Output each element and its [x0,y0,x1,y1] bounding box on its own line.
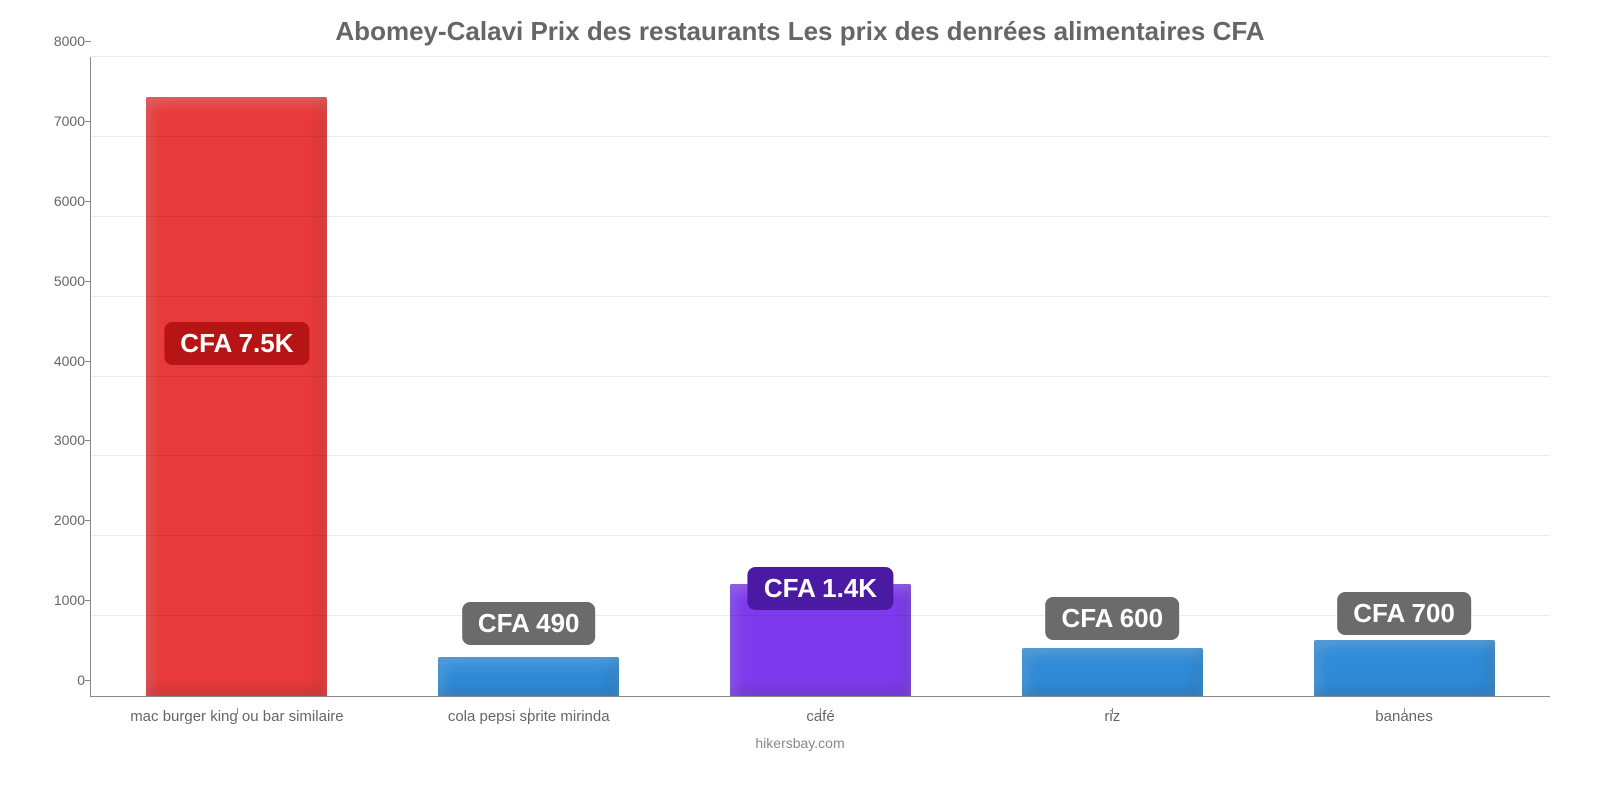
y-axis-tick: 7000 [41,113,85,129]
x-axis-label: riz [966,708,1258,725]
bar-slot: CFA 600riz [966,57,1258,696]
x-axis-label: bananes [1258,708,1550,725]
bar [438,657,619,696]
bar [1314,640,1495,696]
y-axis-tick: 6000 [41,193,85,209]
x-axis-label: cola pepsi sprite mirinda [383,708,675,725]
x-axis-label: mac burger king ou bar similaire [91,708,383,725]
x-axis-tick-mark [1112,708,1113,714]
gridline [91,136,1550,137]
y-axis-tick: 3000 [41,432,85,448]
x-axis-label: café [675,708,967,725]
bar-slot: CFA 7.5Kmac burger king ou bar similaire [91,57,383,696]
value-badge: CFA 7.5K [164,322,309,365]
gridline [91,296,1550,297]
x-axis-tick-mark [820,708,821,714]
gridline [91,615,1550,616]
gridline [91,376,1550,377]
gridline [91,455,1550,456]
value-badge: CFA 700 [1337,592,1471,635]
plot-area: CFA 7.5Kmac burger king ou bar similaire… [90,57,1550,697]
bars-group: CFA 7.5Kmac burger king ou bar similaire… [91,57,1550,696]
chart-footer: hikersbay.com [40,735,1560,751]
y-axis-tick: 1000 [41,592,85,608]
bar-slot: CFA 1.4Kcafé [675,57,967,696]
y-axis-tick: 8000 [41,33,85,49]
y-axis-tick: 5000 [41,273,85,289]
gridline [91,216,1550,217]
value-badge: CFA 490 [462,602,596,645]
x-axis-tick-mark [529,708,530,714]
gridline [91,56,1550,57]
y-axis-tick: 2000 [41,512,85,528]
bar [1022,648,1203,696]
chart-title: Abomey-Calavi Prix des restaurants Les p… [40,16,1560,47]
value-badge: CFA 1.4K [748,567,893,610]
bar-slot: CFA 490cola pepsi sprite mirinda [383,57,675,696]
y-axis-tick: 4000 [41,353,85,369]
gridline [91,535,1550,536]
chart-container: Abomey-Calavi Prix des restaurants Les p… [0,0,1600,800]
value-badge: CFA 600 [1045,597,1179,640]
x-axis-tick-mark [237,708,238,714]
y-axis-tick: 0 [41,672,85,688]
bar [146,97,327,696]
bar-slot: CFA 700bananes [1258,57,1550,696]
x-axis-tick-mark [1404,708,1405,714]
